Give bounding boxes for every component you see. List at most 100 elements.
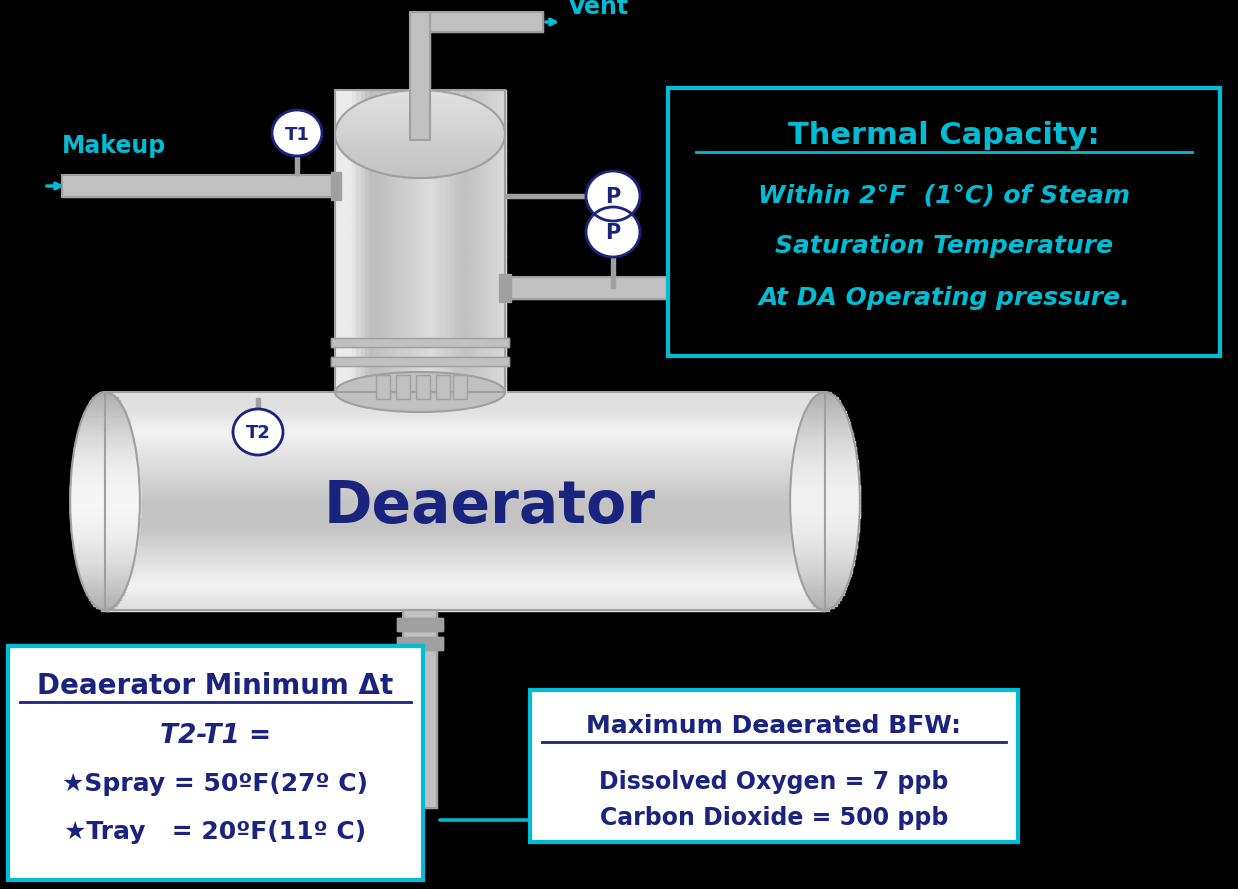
Bar [373,237,378,242]
Bar [420,158,425,162]
Bar [407,204,412,207]
Bar [373,207,378,212]
Bar [420,165,425,170]
Bar [463,188,467,192]
Bar [428,177,433,181]
Bar [357,116,361,121]
Bar [348,139,353,143]
Bar [449,365,454,370]
Text: Saturation Temperature: Saturation Temperature [775,234,1113,258]
Bar [386,347,391,351]
Bar [433,154,437,158]
Bar [335,196,339,200]
Bar [454,101,459,106]
Bar [467,184,472,188]
Bar [475,177,480,181]
Bar [437,271,442,276]
Bar [449,283,454,287]
Bar [404,120,407,124]
Bar [463,229,467,234]
Bar [449,132,454,136]
Bar [493,177,496,181]
Bar [470,207,475,212]
Bar [369,120,374,124]
Bar [475,150,480,155]
Bar [433,365,437,370]
Bar [463,373,467,378]
Bar [390,313,395,317]
Bar [433,150,437,155]
Bar [352,354,357,358]
Bar [479,180,484,185]
Bar [404,211,407,215]
Bar [360,343,365,348]
Bar [345,154,494,156]
Bar [420,268,425,272]
Bar [484,101,489,106]
Bar [365,260,369,264]
Bar [416,271,421,276]
Bar [352,309,357,313]
Bar [441,219,446,222]
Bar [493,290,496,294]
Bar [360,177,365,181]
Bar [348,165,353,170]
Bar [496,343,501,348]
Bar [348,184,353,188]
Bar [373,339,378,343]
Bar [365,150,369,155]
Bar [484,154,489,158]
Bar [352,219,357,222]
Bar [420,143,425,147]
Bar [420,335,425,340]
Bar [496,365,501,370]
Bar [369,162,374,166]
Bar [360,135,365,140]
Bar [425,204,430,207]
Bar [449,377,454,381]
Bar [339,116,344,121]
Bar [407,196,412,200]
Bar [484,222,489,227]
Bar [500,229,505,234]
Bar [369,154,374,158]
Bar [339,90,344,94]
Bar [493,316,496,321]
Bar [335,147,339,151]
Bar [395,180,399,185]
Bar [488,188,493,192]
Bar [399,283,404,287]
Bar [416,105,421,109]
Bar [479,196,484,200]
Bar [488,211,493,215]
Bar [390,241,395,245]
Bar [343,268,348,272]
Bar [381,249,386,252]
Bar [803,586,847,589]
Bar [395,279,399,283]
Bar [479,120,484,124]
Bar [373,219,378,222]
Bar [386,226,391,230]
Bar [407,328,412,332]
Bar [369,214,374,219]
Bar [467,268,472,272]
Bar [479,98,484,102]
Bar [484,124,489,128]
Bar [77,564,134,567]
Bar [470,260,475,264]
Bar [425,173,430,177]
Bar [352,316,357,321]
Bar [411,169,416,173]
Bar [350,158,489,161]
Bar [365,207,369,212]
Bar [467,147,472,151]
Bar [428,358,433,363]
Bar [475,313,480,317]
Bar [365,184,369,188]
Bar [416,132,421,136]
Bar [105,436,825,439]
Bar [458,358,463,363]
Bar [496,150,501,155]
Bar [335,369,339,373]
